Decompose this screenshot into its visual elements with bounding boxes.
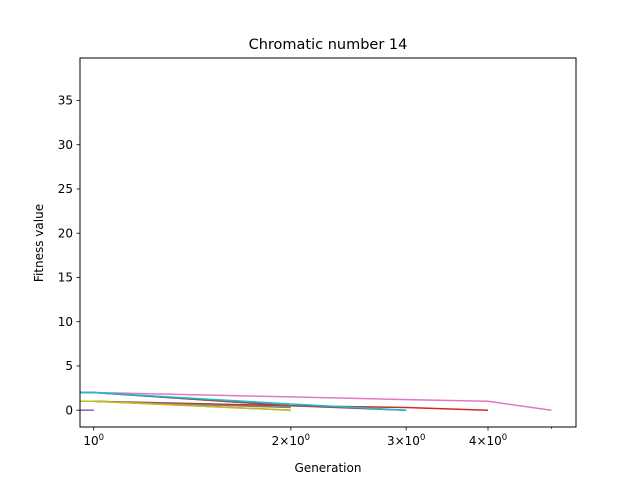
y-tick-label: 15	[58, 271, 73, 285]
series-line-9	[80, 400, 291, 411]
y-tick-label: 20	[58, 226, 73, 240]
y-tick-label: 0	[65, 403, 73, 417]
x-tick-label: 2×100	[272, 433, 310, 448]
chart-title: Chromatic number 14	[249, 37, 408, 53]
y-tick-label: 35	[58, 94, 73, 108]
x-tick-label: 3×100	[387, 433, 425, 448]
y-tick-label: 10	[58, 315, 73, 329]
plot-frame	[79, 57, 577, 428]
series-line-10	[80, 391, 407, 411]
x-tick-label: 4×100	[469, 433, 507, 448]
series-layer	[80, 391, 552, 411]
y-axis-label: Fitness value	[32, 204, 46, 282]
x-axis-label: Generation	[295, 461, 362, 475]
y-tick-label: 5	[65, 359, 73, 373]
y-tick-label: 25	[58, 182, 73, 196]
y-tick-label: 30	[58, 138, 73, 152]
